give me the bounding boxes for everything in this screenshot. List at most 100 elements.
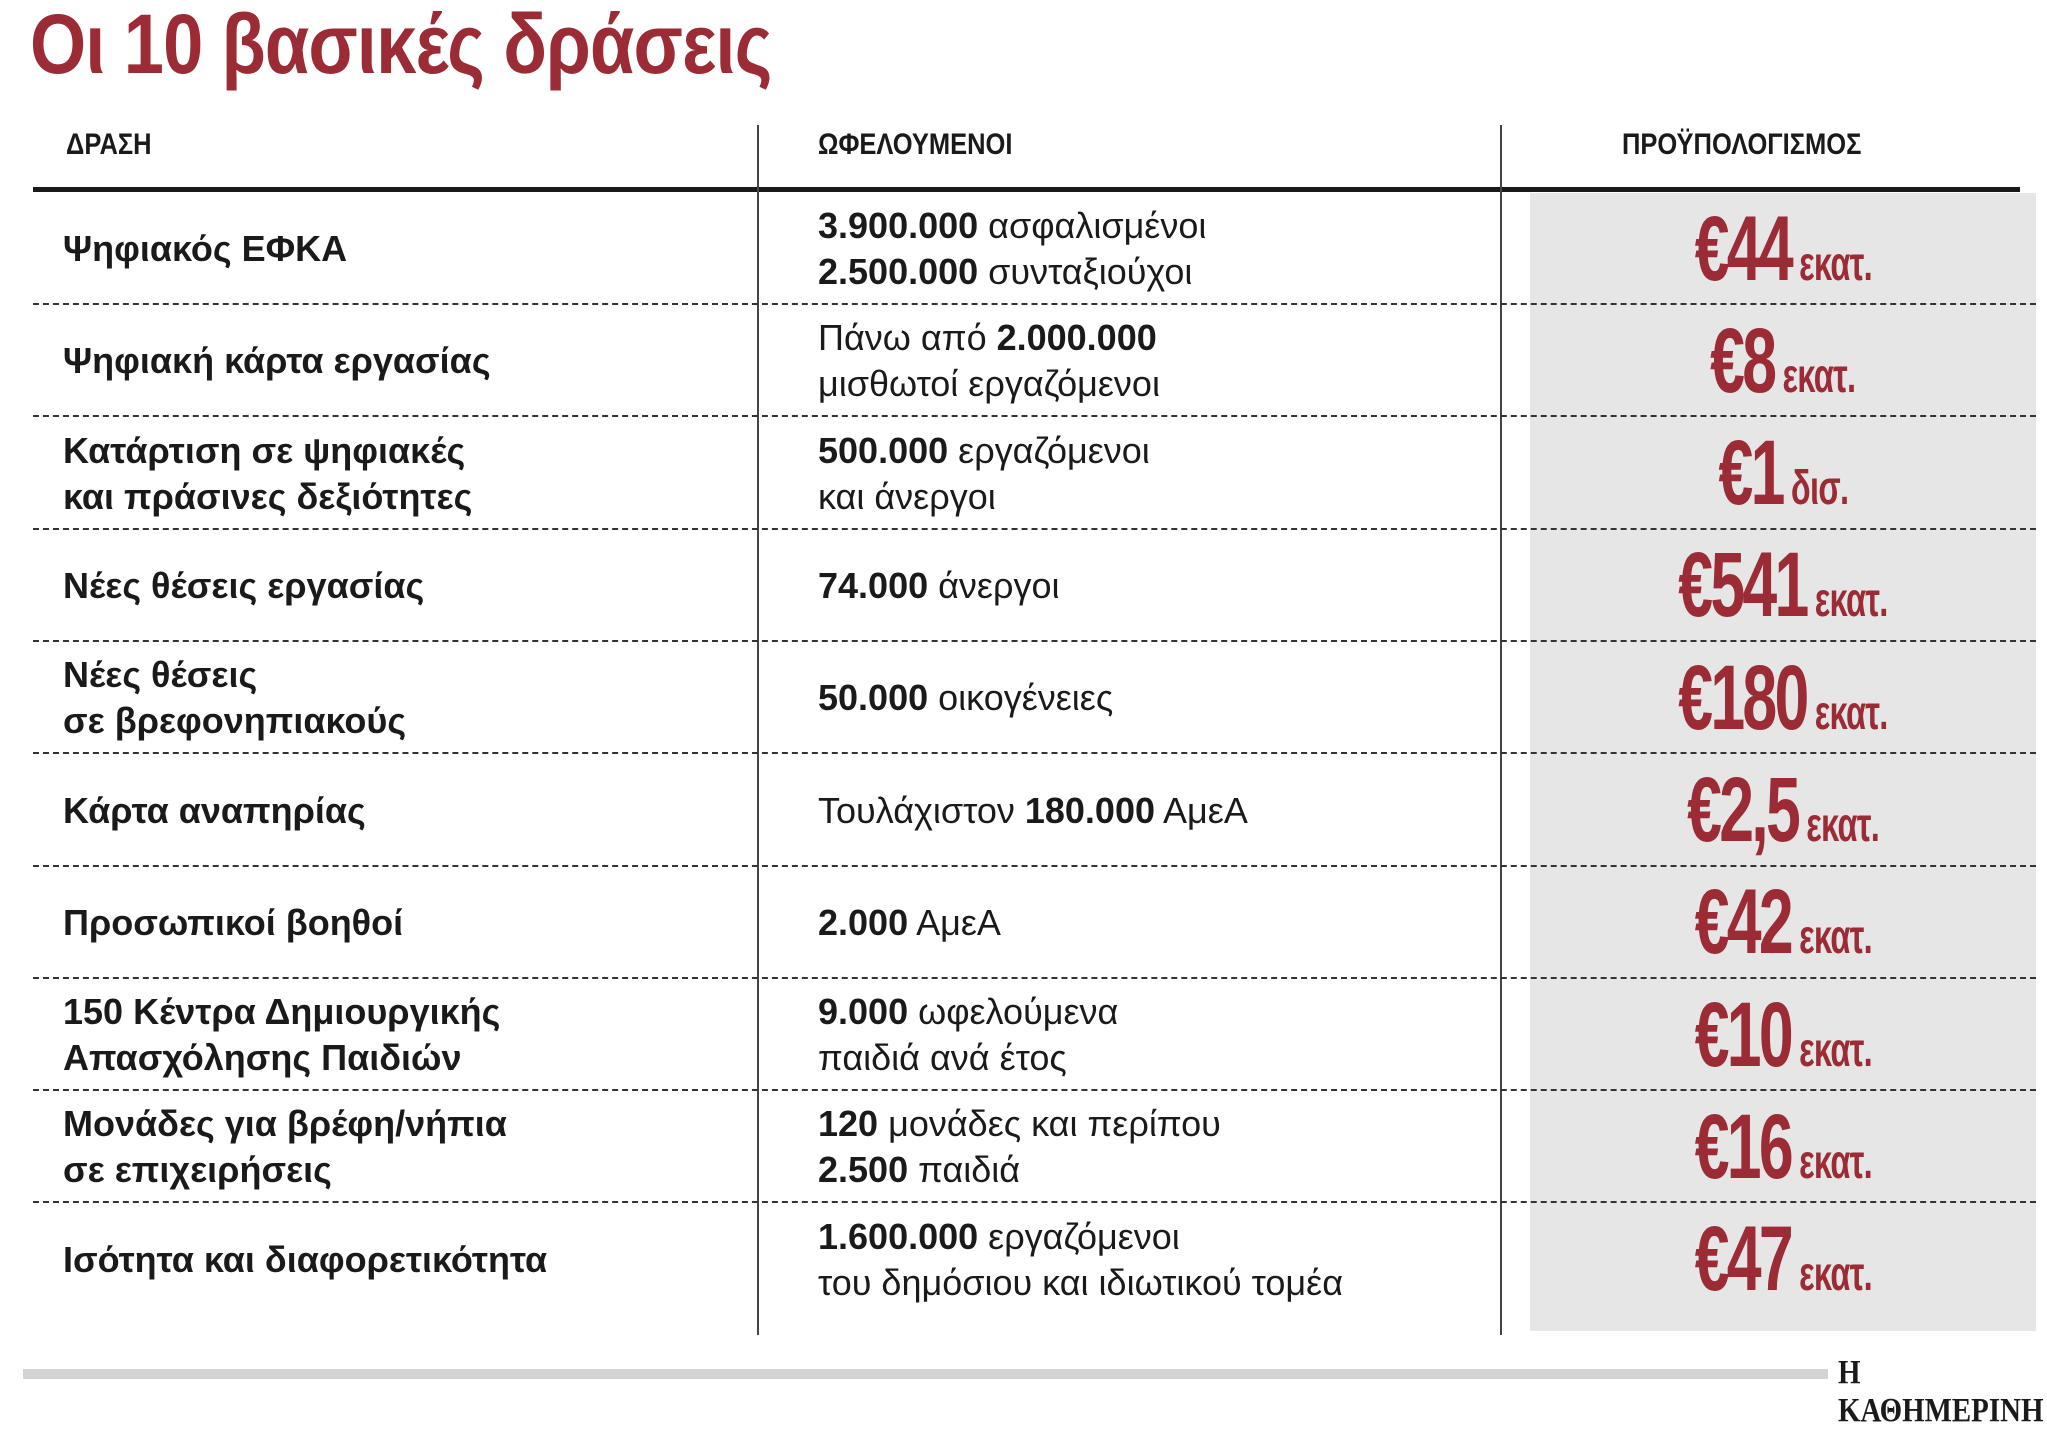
table-row: 150 Κέντρα Δημιουργικής Απασχόλησης Παιδ… bbox=[33, 979, 2036, 1092]
budget-unit: εκατ. bbox=[1798, 911, 1873, 965]
budget-amount: €16 bbox=[1694, 1095, 1793, 1198]
beneficiary-count: 50.000 bbox=[818, 677, 929, 719]
publisher-logo: Η ΚΑΘΗΜΕΡΙΝΗ bbox=[1838, 1354, 2044, 1429]
beneficiaries: 500.000 εργαζόμενοι και άνεργοι bbox=[818, 418, 1150, 530]
budget: €180 εκατ. bbox=[1530, 642, 2036, 754]
budget: €47 εκατ. bbox=[1530, 1204, 2036, 1316]
beneficiary-text: εργαζόμενοι bbox=[978, 1215, 1180, 1257]
beneficiary-text: άνεργοι bbox=[928, 564, 1060, 606]
beneficiary-count: 180.000 bbox=[1024, 789, 1155, 831]
table-row: Κάρτα αναπηρίας Τουλάχιστον 180.000 ΑμεΑ… bbox=[33, 755, 2036, 867]
budget-unit: εκατ. bbox=[1798, 1135, 1873, 1189]
budget-amount: €1 bbox=[1718, 422, 1785, 525]
header-budget: ΠΡΟΫΠΟΛΟΓΙΣΜΟΣ bbox=[1622, 128, 1862, 161]
row-divider bbox=[33, 639, 2036, 642]
action-name: Νέες θέσεις σε βρεφονηπιακούς bbox=[63, 654, 407, 742]
beneficiaries: 3.900.000 ασφαλισμένοι 2.500.000 συνταξιο… bbox=[818, 193, 1206, 305]
beneficiary-count: 3.900.000 bbox=[818, 205, 979, 246]
beneficiary-count: 2.500 bbox=[818, 1149, 909, 1191]
beneficiary-line: 2.500.000 συνταξιούχοι bbox=[818, 249, 1206, 295]
table-row: Προσωπικοί βοηθοί 2.000 ΑμεΑ €42 εκατ. bbox=[33, 867, 2036, 979]
budget-unit: εκατ. bbox=[1814, 574, 1889, 628]
beneficiary-text: ασφαλισμένοι bbox=[978, 205, 1207, 246]
column-divider bbox=[1500, 125, 1502, 1335]
beneficiary-text: και άνεργοι bbox=[818, 475, 996, 517]
budget: €1 δισ. bbox=[1530, 418, 2036, 530]
table-row: Ψηφιακός ΕΦΚΑ 3.900.000 ασφαλισμένοι 2.50… bbox=[33, 193, 2036, 305]
beneficiary-text: μονάδες και περίπου bbox=[878, 1103, 1221, 1145]
table-row: Μονάδες για βρέφη/νήπια σε επιχειρήσεις … bbox=[33, 1091, 2036, 1204]
beneficiary-line: 2.500 παιδιά bbox=[818, 1147, 1221, 1193]
beneficiary-text: συνταξιούχοι bbox=[978, 251, 1193, 292]
budget: €10 εκατ. bbox=[1530, 979, 2036, 1091]
action-name: Νέες θέσεις εργασίας bbox=[63, 564, 425, 606]
beneficiaries: Πάνω από 2.000.000 μισθωτοί εργαζόμενοι bbox=[818, 305, 1160, 417]
beneficiaries: 50.000 οικογένειες bbox=[818, 642, 1113, 754]
action-name: Ισότητα και διαφορετικότητα bbox=[63, 1238, 548, 1280]
beneficiary-text: παιδιά bbox=[908, 1149, 1021, 1191]
budget-amount: €10 bbox=[1694, 983, 1793, 1086]
beneficiary-count: 120 bbox=[818, 1103, 879, 1145]
action-name: Ψηφιακή κάρτα εργασίας bbox=[63, 340, 491, 382]
table-row: Ψηφιακή κάρτα εργασίας Πάνω από 2.000.00… bbox=[33, 305, 2036, 418]
beneficiary-text: ωφελούμενα bbox=[908, 991, 1119, 1033]
budget-amount: €2,5 bbox=[1687, 759, 1801, 861]
beneficiaries: 2.000 ΑμεΑ bbox=[818, 867, 1001, 979]
beneficiary-text: εργαζόμενοι bbox=[948, 429, 1150, 471]
beneficiaries: Τουλάχιστον 180.000 ΑμεΑ bbox=[818, 755, 1248, 867]
budget: €42 εκατ. bbox=[1530, 867, 2036, 979]
row-divider bbox=[33, 415, 2036, 418]
beneficiary-count: 2.000.000 bbox=[996, 317, 1157, 359]
beneficiary-count: 500.000 bbox=[818, 429, 949, 471]
beneficiary-text: μισθωτοί εργαζόμενοι bbox=[818, 363, 1160, 405]
budget: €8 εκατ. bbox=[1530, 305, 2036, 417]
beneficiary-text: οικογένειες bbox=[928, 677, 1114, 719]
row-divider bbox=[33, 1201, 2036, 1204]
budget-amount: €180 bbox=[1678, 646, 1809, 749]
budget: €16 εκατ. bbox=[1530, 1091, 2036, 1203]
beneficiaries: 74.000 άνεργοι bbox=[818, 530, 1059, 642]
table-row: Νέες θέσεις εργασίας 74.000 άνεργοι €541… bbox=[33, 530, 2036, 642]
beneficiary-line: Τουλάχιστον 180.000 ΑμεΑ bbox=[818, 788, 1248, 834]
budget-amount: €47 bbox=[1694, 1208, 1793, 1311]
beneficiary-text: ΑμεΑ bbox=[1155, 789, 1248, 831]
beneficiary-line: 74.000 άνεργοι bbox=[818, 563, 1059, 609]
beneficiaries: 9.000 ωφελούμενα παιδιά ανά έτος bbox=[818, 979, 1118, 1091]
beneficiary-text: ΑμεΑ bbox=[908, 901, 1001, 943]
row-divider bbox=[33, 864, 2036, 867]
budget-column-background bbox=[1530, 193, 2036, 1331]
beneficiary-text: παιδιά ανά έτος bbox=[818, 1037, 1067, 1079]
beneficiary-line: 3.900.000 ασφαλισμένοι bbox=[818, 203, 1206, 249]
header-action: ΔΡΑΣΗ bbox=[66, 128, 152, 161]
table-row: Ισότητα και διαφορετικότητα 1.600.000 ερ… bbox=[33, 1204, 2036, 1316]
action-name: Ψηφιακός ΕΦΚΑ bbox=[63, 228, 348, 269]
action-name: 150 Κέντρα Δημιουργικής Απασχόλησης Παιδ… bbox=[63, 991, 501, 1079]
beneficiaries: 120 μονάδες και περίπου 2.500 παιδιά bbox=[818, 1091, 1221, 1203]
table-row: Νέες θέσεις σε βρεφονηπιακούς 50.000 οικ… bbox=[33, 642, 2036, 755]
beneficiary-line: 120 μονάδες και περίπου bbox=[818, 1101, 1221, 1147]
budget-amount: €541 bbox=[1678, 534, 1809, 637]
action-name: Προσωπικοί βοηθοί bbox=[63, 901, 404, 943]
column-divider bbox=[757, 125, 759, 1335]
budget-unit: εκατ. bbox=[1798, 1023, 1873, 1077]
beneficiary-line: και άνεργοι bbox=[818, 474, 1150, 520]
beneficiary-line: 9.000 ωφελούμενα bbox=[818, 989, 1118, 1035]
row-divider bbox=[33, 527, 2036, 530]
header-beneficiaries: ΩΦΕΛΟΥΜΕΝΟΙ bbox=[818, 128, 1013, 161]
action-name: Κάρτα αναπηρίας bbox=[63, 789, 366, 831]
row-divider bbox=[33, 976, 2036, 979]
page-title: Οι 10 βασικές δράσεις bbox=[30, 0, 772, 91]
beneficiary-count: 74.000 bbox=[818, 564, 929, 606]
budget-unit: εκατ. bbox=[1798, 1248, 1873, 1302]
beneficiary-prefix: Πάνω από bbox=[818, 317, 997, 359]
beneficiary-line: παιδιά ανά έτος bbox=[818, 1035, 1118, 1081]
beneficiary-count: 1.600.000 bbox=[818, 1215, 979, 1257]
beneficiary-count: 9.000 bbox=[818, 991, 909, 1033]
footer-bar bbox=[23, 1369, 1828, 1379]
budget: €2,5 εκατ. bbox=[1530, 755, 2036, 867]
row-divider bbox=[33, 1089, 2036, 1092]
beneficiaries: 1.600.000 εργαζόμενοι του δημόσιου και ιδ… bbox=[818, 1204, 1343, 1316]
beneficiary-count: 2.000 bbox=[818, 901, 909, 943]
beneficiary-text: του δημόσιου και ιδιωτικού τομέα bbox=[818, 1261, 1344, 1303]
beneficiary-count: 2.500.000 bbox=[818, 251, 979, 292]
